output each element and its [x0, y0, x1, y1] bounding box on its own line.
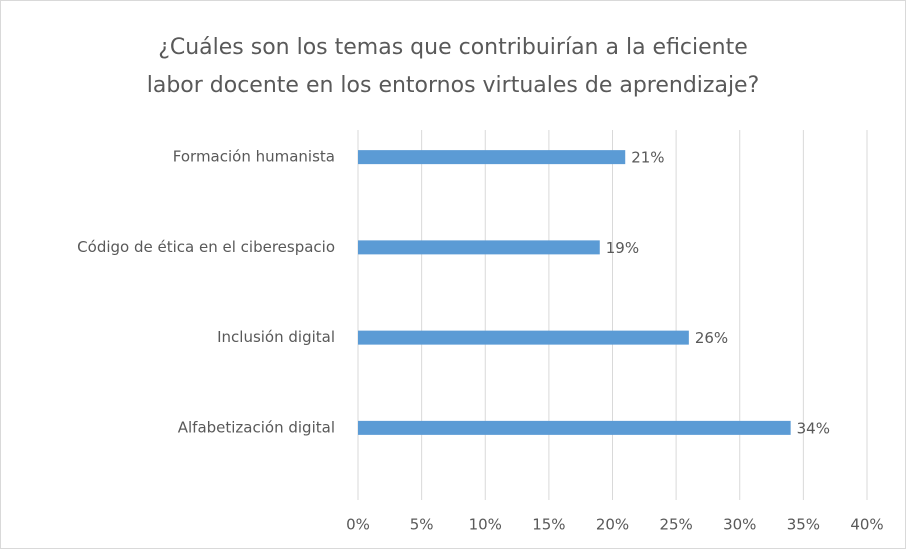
bar: [358, 330, 689, 345]
bar: [358, 420, 791, 435]
x-tick-label: 25%: [659, 516, 692, 534]
x-tick-label: 20%: [596, 516, 629, 534]
y-tick-label: Inclusión digital: [217, 328, 335, 346]
y-tick-label: Formación humanista: [173, 148, 335, 166]
x-tick-label: 35%: [787, 516, 820, 534]
data-label: 21%: [631, 149, 664, 167]
data-label: 34%: [797, 419, 830, 437]
y-tick-label: Código de ética en el ciberespacio: [77, 238, 335, 256]
x-tick-label: 5%: [410, 516, 434, 534]
bar: [358, 240, 600, 255]
y-tick-label: Alfabetización digital: [178, 418, 335, 436]
x-tick-label: 40%: [850, 516, 883, 534]
x-tick-label: 0%: [346, 516, 370, 534]
data-label: 26%: [695, 329, 728, 347]
x-tick-label: 10%: [469, 516, 502, 534]
chart-title: ¿Cuáles son los temas que contribuirían …: [158, 35, 748, 60]
x-tick-label: 15%: [532, 516, 565, 534]
bar: [358, 150, 626, 165]
chart-title: labor docente en los entornos virtuales …: [147, 73, 760, 98]
x-tick-label: 30%: [723, 516, 756, 534]
data-label: 19%: [606, 239, 639, 257]
